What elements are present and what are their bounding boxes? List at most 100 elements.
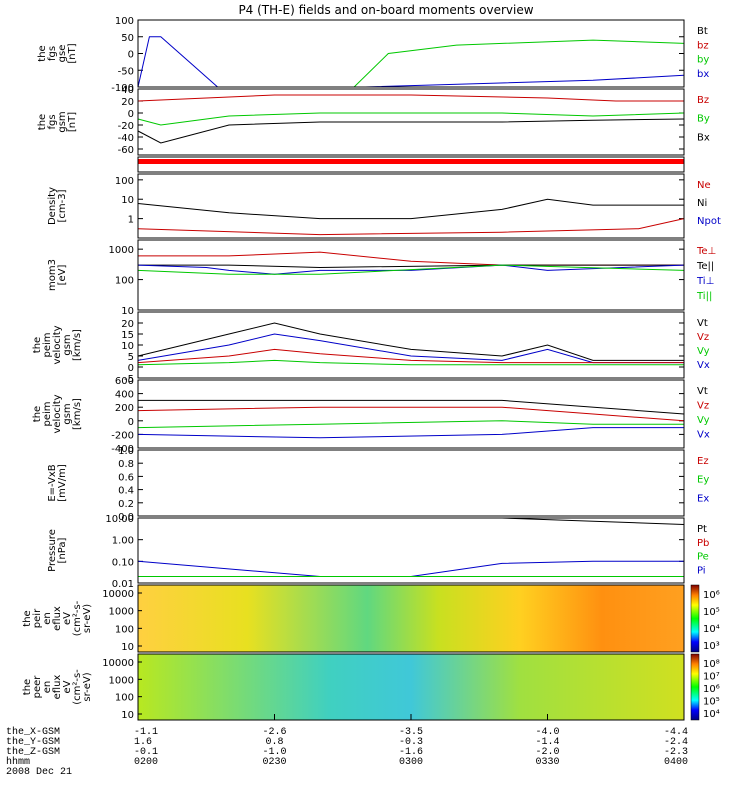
y-tick-label: -200 — [111, 430, 134, 441]
series-line-blue — [137, 333, 684, 364]
y-tick-label: 600 — [115, 376, 134, 387]
y-axis-label: the — [32, 406, 43, 422]
legend-entry: bz — [697, 40, 709, 51]
footer-value: 0400 — [664, 757, 688, 768]
legend-entry: Ex — [697, 493, 709, 504]
figure-title: P4 (TH-E) fields and on-board moments ov… — [238, 3, 533, 17]
panel-density: 100 10 1 Density [cm-3] Ne Ni Npot — [47, 173, 721, 239]
colorbar-label: 10⁶ — [703, 590, 720, 601]
y-axis-label: [km/s] — [72, 398, 83, 430]
y-tick-label: 0 — [128, 109, 134, 120]
series-line-blue — [137, 264, 685, 275]
y-tick-label: 0.8 — [118, 459, 134, 470]
y-tick-label: 10 — [121, 710, 134, 721]
y-tick-label: 20 — [121, 97, 134, 108]
legend-entry: Ni — [697, 198, 707, 209]
spectrogram-image — [138, 585, 684, 652]
status-bar — [138, 159, 684, 164]
y-tick-label: 10 — [121, 306, 134, 317]
panel-frame — [137, 311, 685, 379]
legend-entry: Te⊥ — [696, 246, 716, 257]
colorbar-label: 10⁴ — [703, 709, 720, 720]
colorbar — [690, 584, 700, 653]
footer-value: 0230 — [262, 757, 286, 768]
y-tick-label: 10 — [121, 195, 134, 206]
legend-entry: Bx — [697, 132, 710, 143]
colorbar-label: 10⁴ — [703, 624, 720, 635]
footer-value: -4.0 — [535, 727, 559, 738]
series-line-green — [137, 264, 685, 275]
series-line-black — [138, 264, 684, 269]
footer-row-label: the_X-GSM — [6, 726, 60, 738]
footer-value: 0.8 — [265, 737, 283, 748]
panel-frame — [137, 19, 685, 88]
legend-entry: Vt — [697, 318, 708, 329]
y-axis-label: sr-eV) — [82, 604, 93, 633]
panel-frame — [137, 584, 685, 653]
colorbar — [690, 653, 700, 721]
y-axis-label: en — [42, 681, 53, 694]
panel-temperature: 1000 100 10 mom3 [eV] Te⊥ Te|| Ti⊥ Ti|| — [47, 239, 716, 317]
colorbar-label: 10⁸ — [703, 659, 720, 670]
y-tick-label: 100 — [115, 693, 134, 704]
y-axis-label: Pressure — [47, 529, 58, 572]
series-line-green — [137, 420, 684, 429]
y-axis-label: eV — [62, 680, 73, 693]
series-line-red — [138, 251, 684, 266]
y-tick-label: 0.01 — [112, 579, 134, 590]
y-tick-label: 20 — [121, 319, 134, 330]
y-tick-label: 1 — [128, 215, 134, 226]
colorbar-label: 10³ — [703, 641, 720, 652]
legend-entry: Pt — [697, 524, 707, 535]
panel-frame — [137, 517, 685, 584]
y-tick-label: 0.10 — [112, 557, 134, 568]
panel-velocity_em: 600 400 200 0 -200 -400 the peim velocity gsm [km/… — [32, 376, 710, 455]
legend-entry: Vx — [697, 430, 710, 441]
y-tick-label: 10.00 — [105, 514, 134, 525]
colorbar-label: 10⁵ — [703, 607, 720, 618]
spectrogram-image — [138, 654, 684, 720]
y-tick-label: 5 — [128, 352, 134, 363]
y-axis-label: [cm-3] — [57, 189, 68, 222]
y-axis-label: peir — [32, 608, 43, 628]
y-tick-label: -20 — [118, 121, 134, 132]
series-line-red — [137, 406, 685, 422]
y-axis-label: mom3 — [47, 259, 58, 291]
footer-value: 1.6 — [134, 737, 152, 748]
series-line-red — [137, 348, 684, 364]
footer-value: 0330 — [535, 757, 559, 768]
y-axis-label: [mV/m] — [57, 464, 68, 502]
y-tick-label: 1000 — [109, 607, 134, 618]
y-axis-label: fgs — [47, 114, 58, 129]
series-line-red — [137, 94, 684, 102]
footer-value: -3.5 — [399, 727, 423, 738]
panel-peir_spec: 10⁶ 10⁵ 10⁴ 10³ 10000 1000 100 10 the peir en eflux… — [22, 584, 720, 653]
y-axis-label: gsm — [62, 403, 73, 424]
colorbar-label: 10⁵ — [703, 697, 720, 708]
y-axis-label: eV — [62, 612, 73, 625]
footer-value: 0200 — [134, 757, 158, 768]
y-axis-label: [nPa] — [57, 537, 68, 563]
y-tick-label: -40 — [118, 133, 134, 144]
panel-frame — [137, 88, 685, 156]
y-tick-label: -60 — [118, 145, 134, 156]
y-tick-label: -400 — [111, 444, 134, 455]
y-tick-label: 50 — [121, 33, 134, 44]
panel-frame — [137, 239, 685, 311]
legend-entry: Vz — [697, 332, 709, 343]
y-tick-label: 10000 — [102, 658, 134, 669]
y-axis-label: (cm²-s- — [72, 600, 83, 636]
footer-value: -2.0 — [535, 747, 559, 758]
y-tick-label: 100 — [115, 276, 134, 287]
footer-value: -1.0 — [262, 747, 286, 758]
legend-entry: Npot — [697, 216, 721, 227]
y-axis-label: the — [22, 610, 33, 626]
y-axis-label: [nT] — [67, 112, 78, 132]
panel-frame — [137, 449, 685, 517]
y-tick-label: 10 — [121, 341, 134, 352]
y-tick-label: 0 — [128, 417, 134, 428]
y-tick-label: 0.0 — [118, 512, 134, 523]
series-line-blue — [137, 560, 684, 577]
